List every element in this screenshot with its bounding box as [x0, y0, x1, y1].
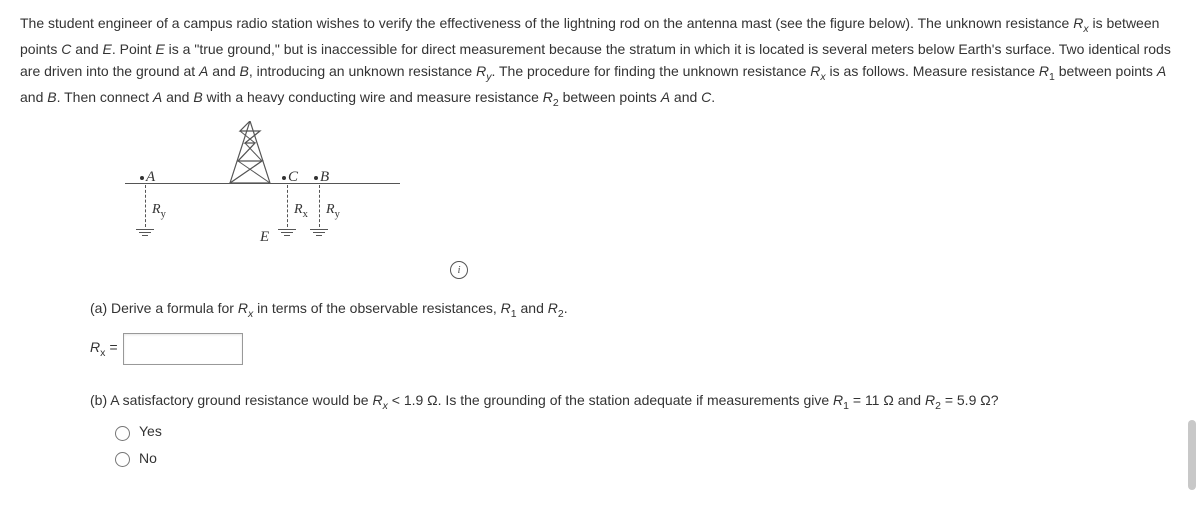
point-b-label: B	[312, 165, 329, 189]
point-c-label: C	[280, 165, 298, 189]
ground-symbol-a	[136, 229, 154, 236]
rx-label: Rx	[294, 199, 308, 224]
info-icon[interactable]: i	[450, 261, 468, 279]
radio-yes[interactable]	[115, 426, 130, 441]
rx-equals-label: Rx =	[90, 336, 117, 362]
ry-label-a: Ry	[152, 199, 166, 224]
circuit-figure: A C B Ry Rx Ry E i	[100, 121, 520, 281]
part-b-text: (b) A satisfactory ground resistance wou…	[90, 389, 1180, 415]
ground-symbol-b	[310, 229, 328, 236]
point-a-label: A	[138, 165, 155, 189]
point-e-label: E	[260, 225, 269, 249]
rx-formula-input[interactable]	[123, 333, 243, 365]
problem-statement: The student engineer of a campus radio s…	[20, 12, 1180, 111]
radio-yes-label: Yes	[139, 420, 162, 442]
radio-no-row: No	[110, 447, 1180, 469]
ry-line-a	[145, 185, 146, 227]
ry-label-b: Ry	[326, 199, 340, 224]
tower-icon	[220, 121, 280, 186]
radio-no[interactable]	[115, 452, 130, 467]
part-a-text: (a) Derive a formula for Rx in terms of …	[90, 297, 1180, 323]
radio-no-label: No	[139, 447, 157, 469]
ground-symbol-e	[278, 229, 296, 236]
part-a-answer-row: Rx =	[90, 333, 1180, 365]
radio-yes-row: Yes	[110, 420, 1180, 442]
ry-line-b	[319, 185, 320, 227]
ground-surface-line	[125, 183, 400, 184]
scrollbar-thumb[interactable]	[1188, 420, 1196, 490]
rx-line	[287, 185, 288, 227]
